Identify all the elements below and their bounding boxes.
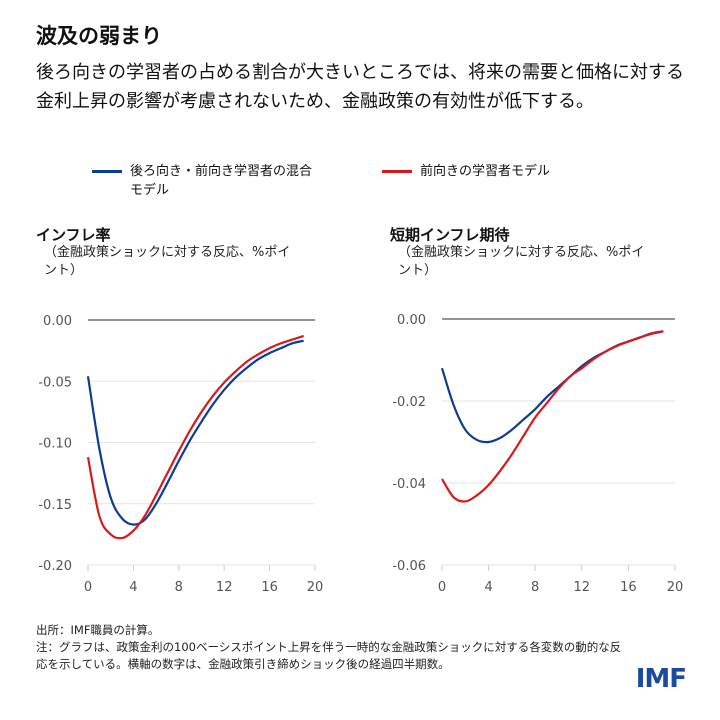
x-tick-label: 8	[531, 580, 539, 595]
x-tick-label: 0	[438, 580, 446, 595]
y-tick-label: -0.02	[392, 395, 426, 410]
panel-unit-inflation: （金融政策ショックに対する反応、%ポイント）	[44, 245, 291, 278]
legend-item-mixed: 後ろ向き・前向き学習者の混合モデル	[92, 162, 322, 200]
y-tick-label: -0.05	[38, 375, 72, 390]
legend-swatch-red	[382, 170, 412, 173]
imf-logo: IMF	[635, 664, 687, 694]
x-tick-label: 16	[620, 580, 637, 595]
x-tick-label: 16	[261, 580, 278, 595]
legend-label: 後ろ向き・前向き学習者の混合モデル	[130, 164, 313, 198]
series-line-forward	[86, 334, 304, 540]
y-tick-label: -0.10	[38, 437, 72, 452]
y-tick-label: -0.15	[38, 498, 72, 513]
x-tick-label: 12	[574, 580, 591, 595]
legend-label: 前向きの学習者モデル	[420, 164, 551, 179]
x-tick-label: 12	[216, 580, 233, 595]
x-tick-label: 8	[175, 580, 183, 595]
note-text: 注：グラフは、政策金利の100ベーシスポイント上昇を伴う一時的な金融政策ショック…	[36, 640, 622, 671]
chart-title: 波及の弱まり	[36, 24, 162, 48]
legend-item-forward: 前向きの学習者モデル	[382, 162, 622, 181]
y-tick-label: 0.00	[43, 314, 72, 329]
x-tick-label: 4	[129, 580, 137, 595]
panel-title-inflation: インフレ率	[36, 226, 111, 244]
chart-subtitle: 後ろ向きの学習者の占める割合が大きいところでは、将来の需要と価格に対する金利上昇…	[36, 62, 684, 112]
panel-unit-expectations: （金融政策ショックに対する反応、%ポイント）	[398, 245, 645, 278]
x-tick-label: 0	[84, 580, 92, 595]
x-tick-label: 20	[667, 580, 684, 595]
y-tick-label: -0.06	[392, 559, 426, 574]
panel-title-expectations: 短期インフレ期待	[390, 226, 510, 244]
y-tick-label: -0.20	[38, 559, 72, 574]
x-tick-label: 20	[307, 580, 324, 595]
series-line-mixed	[86, 339, 304, 526]
series-line-forward	[441, 330, 664, 503]
x-tick-label: 4	[484, 580, 492, 595]
legend-swatch-blue	[92, 170, 122, 173]
y-tick-label: 0.00	[397, 313, 426, 328]
y-tick-label: -0.04	[392, 477, 426, 492]
series-line-mixed	[440, 330, 664, 444]
footnotes: 出所：IMF職員の計算。 注：グラフは、政策金利の100ベーシスポイント上昇を伴…	[36, 622, 626, 673]
source-note: 出所：IMF職員の計算。	[36, 623, 160, 637]
